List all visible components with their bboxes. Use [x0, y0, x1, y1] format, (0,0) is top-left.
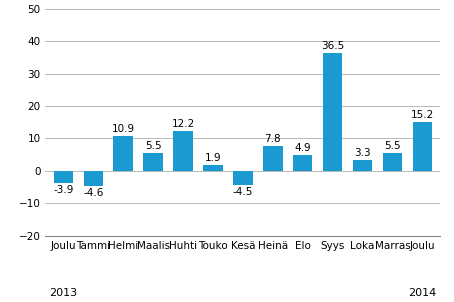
Text: -3.9: -3.9 — [53, 185, 74, 195]
Text: 5.5: 5.5 — [145, 141, 162, 151]
Bar — [114, 136, 133, 171]
Text: -4.6: -4.6 — [83, 188, 104, 198]
Bar — [143, 153, 163, 171]
Text: 1.9: 1.9 — [205, 153, 221, 163]
Bar — [84, 171, 103, 186]
Bar — [173, 131, 193, 171]
Bar — [203, 165, 223, 171]
Text: 4.9: 4.9 — [295, 143, 311, 153]
Text: 15.2: 15.2 — [411, 110, 434, 120]
Text: 7.8: 7.8 — [265, 134, 281, 144]
Text: -4.5: -4.5 — [233, 187, 253, 197]
Text: 10.9: 10.9 — [112, 124, 135, 133]
Bar — [413, 122, 432, 171]
Text: 12.2: 12.2 — [172, 119, 195, 130]
Bar — [353, 160, 372, 171]
Bar — [263, 146, 282, 171]
Text: 2014: 2014 — [408, 288, 437, 298]
Text: 5.5: 5.5 — [384, 141, 401, 151]
Text: 2013: 2013 — [49, 288, 78, 298]
Text: 36.5: 36.5 — [321, 41, 344, 51]
Bar — [293, 155, 312, 171]
Bar — [323, 53, 342, 171]
Bar — [383, 153, 402, 171]
Text: 3.3: 3.3 — [354, 148, 371, 158]
Bar — [233, 171, 252, 185]
Bar — [54, 171, 73, 183]
